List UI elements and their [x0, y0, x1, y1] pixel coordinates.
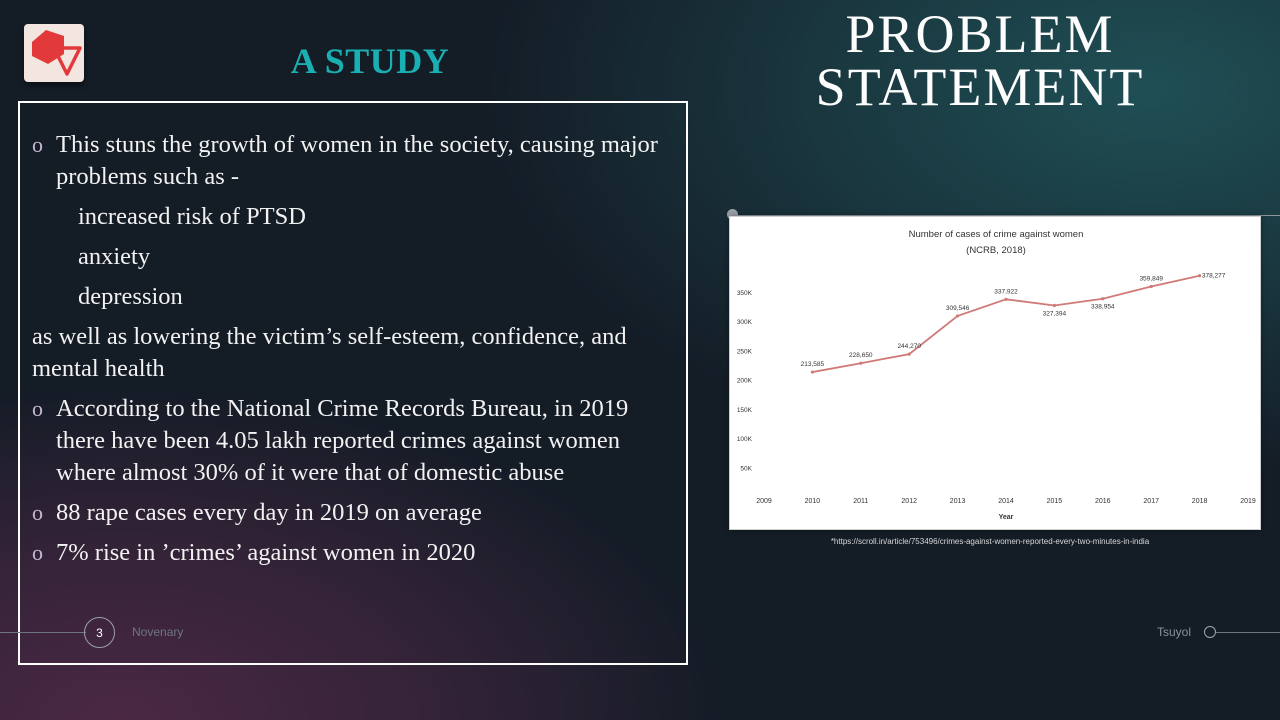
- x-tick-label: 2013: [950, 498, 966, 505]
- data-label: 309,546: [946, 305, 970, 312]
- data-label: 228,650: [849, 352, 873, 359]
- chart-marks: 2009 2010 2011 2012 2013 2014 2015 2016 2017 2018…: [737, 273, 1256, 505]
- y-tick-label: 250K: [737, 348, 753, 355]
- footer-circle-icon: [1204, 626, 1216, 638]
- slide-title: PROBLEM STATEMENT: [770, 4, 1190, 117]
- bullet-list: o This stuns the growth of women in the …: [32, 129, 682, 569]
- section-title: A STUDY: [290, 41, 450, 81]
- bullet-text: This stuns the growth of women in the so…: [56, 131, 658, 190]
- y-tick-label: 100K: [737, 436, 753, 443]
- data-point: [1052, 303, 1056, 308]
- x-tick-label: 2014: [998, 498, 1014, 505]
- data-label: 327,394: [1043, 310, 1067, 317]
- bullet-text: According to the National Crime Records …: [56, 395, 629, 486]
- decorative-line: [733, 215, 1280, 216]
- data-label: 378,277: [1202, 273, 1226, 280]
- footer-left-text: Novenary: [132, 625, 184, 639]
- x-tick-label: 2015: [1047, 498, 1063, 505]
- bullet-marker: o: [32, 500, 43, 525]
- sub-item: depression: [78, 283, 183, 310]
- bullet-text: 7% rise in ’crimes’ against women in 202…: [56, 539, 476, 566]
- data-point: [1004, 297, 1008, 301]
- sub-item: increased risk of PTSD: [78, 203, 306, 230]
- page-number: 3: [84, 617, 115, 648]
- slide-title-line2: STATEMENT: [815, 57, 1145, 117]
- bullet-marker: o: [32, 132, 43, 157]
- paragraph-text: as well as lowering the victim’s self-es…: [32, 323, 627, 382]
- data-label: 244,270: [897, 343, 921, 350]
- data-point: [859, 361, 863, 365]
- y-tick-label: 300K: [737, 319, 753, 326]
- y-tick-label: 200K: [737, 378, 753, 385]
- x-tick-label: 2019: [1240, 498, 1256, 505]
- data-point: [1198, 274, 1202, 278]
- x-tick-label: 2011: [853, 498, 868, 505]
- x-tick-label: 2016: [1095, 498, 1111, 505]
- data-label: 337,922: [994, 288, 1018, 295]
- bullet-item: o 7% rise in ’crimes’ against women in 2…: [32, 537, 682, 569]
- bullet-item: o This stuns the growth of women in the …: [32, 129, 682, 193]
- y-tick-label: 50K: [740, 465, 752, 472]
- bullet-marker: o: [32, 540, 43, 565]
- bullet-item: o 88 rape cases every day in 2019 on ave…: [32, 497, 682, 529]
- bullet-text: 88 rape cases every day in 2019 on avera…: [56, 499, 482, 526]
- content-box: o This stuns the growth of women in the …: [18, 101, 688, 665]
- x-tick-label: 2018: [1192, 498, 1208, 505]
- source-citation: *https://scroll.in/article/753496/crimes…: [830, 537, 1150, 546]
- data-label: 338,954: [1091, 304, 1115, 311]
- x-tick-label: 2012: [901, 498, 917, 505]
- decorative-dot-icon: [727, 209, 738, 220]
- footer-divider: [1216, 632, 1280, 633]
- data-point: [1149, 284, 1153, 289]
- data-label: 213,585: [801, 361, 825, 368]
- data-point: [956, 314, 960, 318]
- data-point: [1101, 297, 1105, 301]
- chart-title: Number of cases of crime against women: [909, 229, 1084, 240]
- x-tick-label: 2009: [756, 498, 772, 505]
- chart-x-axis-label: Year: [999, 514, 1014, 521]
- x-tick-label: 2017: [1143, 498, 1159, 505]
- bullet-marker: o: [32, 396, 43, 421]
- bullet-item: o According to the National Crime Record…: [32, 393, 682, 489]
- chart-image: Number of cases of crime against women (…: [729, 216, 1261, 530]
- sub-item: anxiety: [78, 243, 151, 270]
- brand-logo: [24, 24, 84, 82]
- data-point: [810, 370, 814, 374]
- y-tick-label: 350K: [737, 290, 753, 297]
- footer-divider: [0, 632, 86, 633]
- footer-right-text: Tsuyol: [1157, 625, 1192, 639]
- data-point: [907, 352, 911, 356]
- chart-subtitle: (NCRB, 2018): [966, 245, 1026, 256]
- slide-title-line1: PROBLEM: [845, 4, 1115, 64]
- data-label: 359,849: [1139, 275, 1163, 282]
- x-tick-label: 2010: [805, 498, 821, 505]
- y-tick-label: 150K: [737, 407, 753, 414]
- crime-chart: Number of cases of crime against women (…: [737, 229, 1256, 521]
